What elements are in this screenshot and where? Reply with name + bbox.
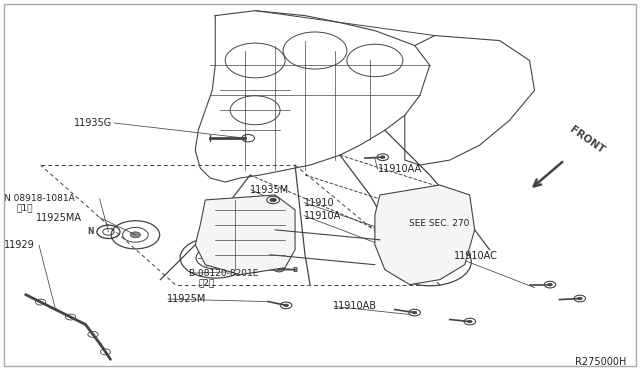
Text: R275000H: R275000H	[575, 357, 627, 367]
Text: FRONT: FRONT	[568, 124, 606, 155]
Circle shape	[270, 198, 276, 202]
Text: 11925M: 11925M	[167, 294, 206, 304]
Circle shape	[577, 297, 582, 300]
Polygon shape	[195, 195, 295, 275]
Text: （2）: （2）	[198, 278, 215, 287]
Circle shape	[277, 268, 281, 270]
Text: （1）: （1）	[17, 204, 33, 213]
Text: 11910A: 11910A	[304, 211, 341, 221]
Text: B: B	[292, 267, 298, 273]
Circle shape	[131, 232, 141, 238]
Text: 11935M: 11935M	[250, 185, 289, 195]
Text: N: N	[87, 227, 93, 236]
Circle shape	[468, 320, 472, 323]
Circle shape	[422, 257, 437, 266]
Text: B 08120-8201E: B 08120-8201E	[189, 269, 259, 278]
Text: 11910AA: 11910AA	[378, 164, 422, 174]
Circle shape	[284, 304, 289, 307]
Circle shape	[548, 283, 552, 286]
Text: 11910AC: 11910AC	[454, 251, 498, 262]
Circle shape	[412, 311, 417, 314]
Circle shape	[380, 156, 385, 158]
Text: 11910: 11910	[304, 198, 335, 208]
Polygon shape	[375, 185, 475, 285]
Text: 11935G: 11935G	[74, 118, 113, 128]
Text: 11929: 11929	[4, 240, 35, 250]
Circle shape	[209, 254, 221, 262]
Text: N 08918-1081A: N 08918-1081A	[4, 195, 75, 203]
Text: 11925MA: 11925MA	[36, 212, 82, 222]
Text: 11910AB: 11910AB	[333, 301, 377, 311]
Text: SEE SEC. 270: SEE SEC. 270	[410, 219, 470, 228]
